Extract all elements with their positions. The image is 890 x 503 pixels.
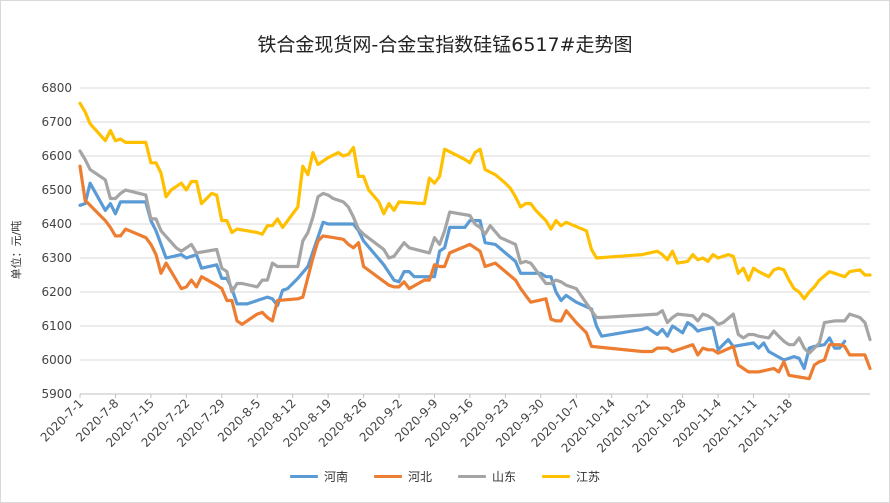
- legend-item: 江苏: [542, 468, 600, 485]
- y-tick-6700: 6700: [41, 115, 72, 129]
- series-line-河北: [78, 164, 872, 381]
- y-tick-6200: 6200: [41, 285, 72, 299]
- series-line-江苏: [78, 101, 872, 301]
- y-tick-6300: 6300: [41, 251, 72, 265]
- y-tick-6500: 6500: [41, 183, 72, 197]
- x-tick-labels: 2020-7-12020-7-82020-7-152020-7-222020-7…: [38, 394, 795, 455]
- y-tick-6600: 6600: [41, 149, 72, 163]
- legend-label: 河北: [407, 470, 432, 484]
- legend-item: 河南: [289, 468, 348, 485]
- legend-swatch: [458, 475, 486, 478]
- series-line-河南: [78, 181, 847, 371]
- y-tick-labels: 5900 6000 6100 6200 6300 6400 6500 6600 6700 6800: [41, 81, 72, 401]
- y-tick-6100: 6100: [41, 319, 72, 333]
- legend: 河南 河北 山东 江苏: [0, 468, 890, 485]
- series-line-山东: [78, 149, 872, 355]
- legend-swatch: [542, 475, 571, 478]
- y-tick-6000: 6000: [41, 353, 72, 367]
- series-lines: [78, 101, 872, 381]
- chart-title: 铁合金现货网-合金宝指数硅锰6517#走势图: [257, 34, 633, 56]
- legend-label: 江苏: [576, 470, 601, 484]
- legend-label: 山东: [492, 470, 517, 484]
- y-tick-6800: 6800: [41, 81, 72, 95]
- legend-swatch: [289, 475, 318, 478]
- grid-lines: [80, 87, 870, 395]
- legend-item: 河北: [373, 468, 432, 485]
- y-tick-6400: 6400: [41, 217, 72, 231]
- legend-label: 河南: [323, 470, 348, 484]
- legend-swatch: [373, 475, 402, 478]
- legend-item: 山东: [458, 468, 516, 485]
- y-tick-5900: 5900: [41, 387, 72, 401]
